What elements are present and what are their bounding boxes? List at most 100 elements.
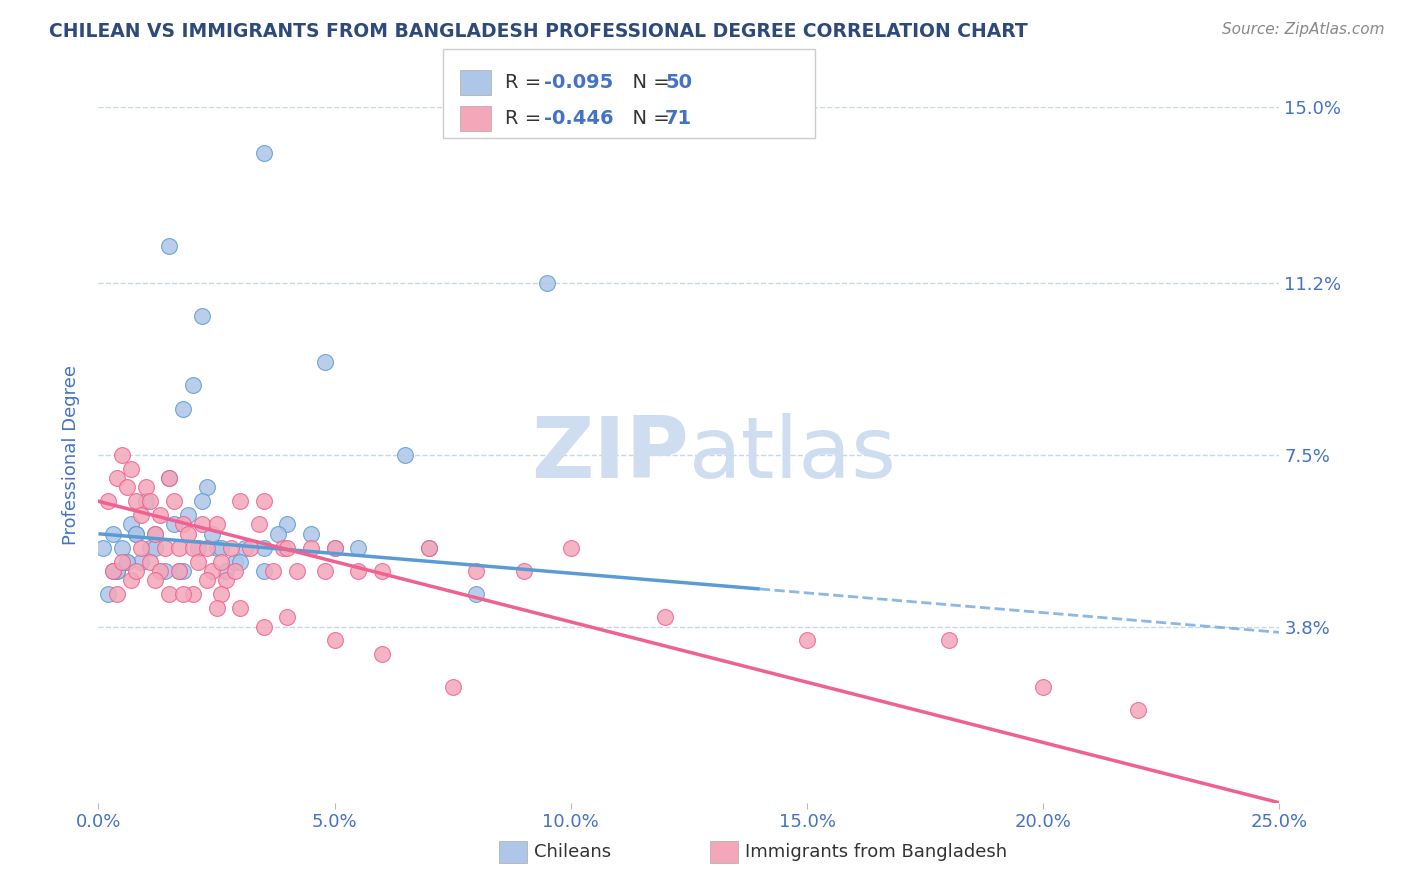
Point <box>191 517 214 532</box>
Point <box>347 541 370 555</box>
Point <box>135 494 157 508</box>
Point <box>105 564 128 578</box>
Point <box>512 564 534 578</box>
Point <box>121 573 143 587</box>
Point <box>233 541 256 555</box>
Point <box>253 619 276 633</box>
Point <box>276 541 298 555</box>
Point <box>167 541 190 555</box>
Point <box>654 610 676 624</box>
Point <box>105 587 128 601</box>
Point <box>205 601 228 615</box>
Point <box>205 541 228 555</box>
Point <box>177 526 200 541</box>
Text: Source: ZipAtlas.com: Source: ZipAtlas.com <box>1222 22 1385 37</box>
Point <box>371 648 394 662</box>
Point <box>418 541 440 555</box>
Text: R =: R = <box>505 73 547 93</box>
Point <box>125 526 148 541</box>
Point <box>172 517 194 532</box>
Point <box>267 526 290 541</box>
Text: N =: N = <box>620 73 676 93</box>
Point <box>299 541 322 555</box>
Point <box>1032 680 1054 694</box>
Text: atlas: atlas <box>689 413 897 497</box>
Text: Immigrants from Bangladesh: Immigrants from Bangladesh <box>745 843 1007 861</box>
Point <box>139 555 162 569</box>
Point <box>121 462 143 476</box>
Point <box>560 541 582 555</box>
Point <box>129 555 152 569</box>
Point <box>209 541 232 555</box>
Point <box>91 541 114 555</box>
Point <box>1126 703 1149 717</box>
Point <box>239 541 262 555</box>
Point <box>229 494 252 508</box>
Y-axis label: Professional Degree: Professional Degree <box>62 365 80 545</box>
Point <box>153 541 176 555</box>
Point <box>209 587 232 601</box>
Point <box>195 573 218 587</box>
Point <box>465 587 488 601</box>
Point <box>105 471 128 485</box>
Point <box>111 555 134 569</box>
Point <box>101 564 124 578</box>
Point <box>143 573 166 587</box>
Point <box>187 541 209 555</box>
Point <box>187 555 209 569</box>
Point <box>172 401 194 416</box>
Point <box>125 526 148 541</box>
Point <box>276 610 298 624</box>
Point <box>205 517 228 532</box>
Point <box>157 239 180 253</box>
Point <box>323 541 346 555</box>
Point <box>271 541 294 555</box>
Point <box>394 448 416 462</box>
Point <box>172 587 194 601</box>
Point <box>172 564 194 578</box>
Point <box>253 494 276 508</box>
Point <box>371 564 394 578</box>
Point <box>201 564 224 578</box>
Point <box>191 494 214 508</box>
Point <box>191 309 214 323</box>
Point <box>157 471 180 485</box>
Point <box>323 541 346 555</box>
Point <box>314 564 336 578</box>
Point <box>262 564 284 578</box>
Point <box>177 508 200 523</box>
Point <box>149 508 172 523</box>
Point <box>536 277 558 291</box>
Point <box>111 541 134 555</box>
Point <box>139 494 162 508</box>
Point <box>181 541 204 555</box>
Point <box>129 508 152 523</box>
Point <box>224 555 246 569</box>
Point <box>115 555 138 569</box>
Text: 50: 50 <box>665 73 692 93</box>
Point <box>247 517 270 532</box>
Point <box>97 587 120 601</box>
Point <box>938 633 960 648</box>
Point <box>157 587 180 601</box>
Point <box>167 564 190 578</box>
Point <box>121 517 143 532</box>
Point <box>97 494 120 508</box>
Text: -0.095: -0.095 <box>544 73 613 93</box>
Text: -0.446: -0.446 <box>544 109 614 128</box>
Point <box>441 680 464 694</box>
Text: 71: 71 <box>665 109 692 128</box>
Point <box>201 526 224 541</box>
Point <box>299 526 322 541</box>
Point <box>465 564 488 578</box>
Point <box>143 541 166 555</box>
Point <box>181 378 204 392</box>
Point <box>125 494 148 508</box>
Point <box>157 471 180 485</box>
Point <box>323 633 346 648</box>
Point <box>285 564 308 578</box>
Point <box>253 541 276 555</box>
Point <box>149 564 172 578</box>
Text: CHILEAN VS IMMIGRANTS FROM BANGLADESH PROFESSIONAL DEGREE CORRELATION CHART: CHILEAN VS IMMIGRANTS FROM BANGLADESH PR… <box>49 22 1028 41</box>
Point <box>796 633 818 648</box>
